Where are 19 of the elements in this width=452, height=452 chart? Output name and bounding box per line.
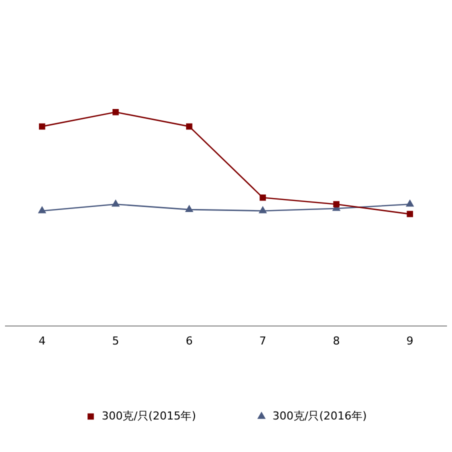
point [333,201,340,208]
point [186,123,192,130]
x-tick-label: 8 [332,334,340,348]
legend-label: 300克/只(2015年) [102,409,196,422]
point [406,210,414,218]
point [112,200,120,207]
point [186,205,193,212]
point [406,200,414,207]
point [38,123,46,130]
x-tick-label: 5 [112,334,120,348]
point [259,206,266,214]
x-tick-label: 7 [259,334,266,348]
legend-label: 300克/只(2016年) [272,409,367,422]
x-tick-label: 4 [38,334,46,348]
point [260,194,266,201]
x-tick-label: 6 [186,334,193,348]
point [112,109,119,116]
point [38,206,46,214]
x-tick-label: 9 [406,334,414,348]
